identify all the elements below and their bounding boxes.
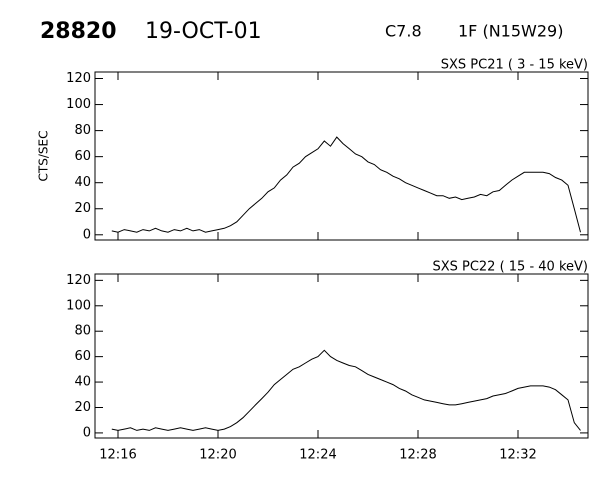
- event-number: 28820: [40, 19, 117, 44]
- y-tick-label: 80: [74, 324, 91, 339]
- flare-location: 1F (N15W29): [458, 22, 563, 41]
- y-tick-label: 80: [74, 123, 91, 138]
- y-tick-label: 120: [66, 273, 91, 288]
- panel-title: SXS PC21 ( 3 - 15 keV): [441, 58, 588, 73]
- y-tick-label: 0: [83, 425, 91, 440]
- x-tick-label: 12:20: [199, 448, 236, 463]
- plot-frame: [94, 71, 589, 241]
- y-tick-label: 60: [74, 149, 91, 164]
- x-tick-label: 12:32: [499, 448, 536, 463]
- y-tick-label: 100: [66, 298, 91, 313]
- y-tick-label: 20: [74, 400, 91, 415]
- y-tick-label: 20: [74, 201, 91, 216]
- y-tick-label: 40: [74, 375, 91, 390]
- event-date: 19-OCT-01: [145, 19, 262, 44]
- y-axis-label: CTS/SEC: [37, 131, 51, 182]
- data-line: [111, 136, 581, 233]
- plot-frame: [94, 273, 589, 439]
- y-tick-label: 60: [74, 349, 91, 364]
- y-tick-label: 100: [66, 97, 91, 112]
- y-tick-label: 120: [66, 71, 91, 86]
- flare-class: C7.8: [385, 22, 422, 41]
- data-line: [111, 349, 581, 431]
- x-tick-label: 12:24: [299, 448, 336, 463]
- y-tick-label: 40: [74, 175, 91, 190]
- y-tick-label: 0: [83, 227, 91, 242]
- x-tick-label: 12:28: [399, 448, 436, 463]
- panel-title: SXS PC22 ( 15 - 40 keV): [432, 260, 588, 275]
- x-tick-label: 12:16: [99, 448, 136, 463]
